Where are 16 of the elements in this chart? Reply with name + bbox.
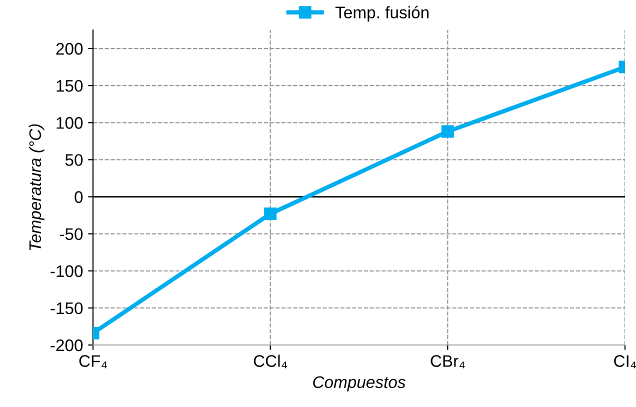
x-axis-title: Compuestos <box>313 376 406 392</box>
y-tick-label: 150 <box>56 80 83 92</box>
y-tick-label: 100 <box>56 117 83 129</box>
y-tick-label: 200 <box>56 42 83 55</box>
y-tick-label: -50 <box>60 228 83 240</box>
y-axis-title: Temperatura (°C) <box>28 124 44 250</box>
y-tick-label: 0 <box>74 191 83 203</box>
x-tick-label: CI₄ <box>614 355 636 368</box>
y-tick-label: 50 <box>65 154 83 166</box>
x-tick-label: CF₄ <box>79 355 107 368</box>
y-tick-label: -150 <box>50 302 83 314</box>
x-tick-label: CBr₄ <box>430 355 465 368</box>
y-tick-label: -200 <box>50 339 83 352</box>
x-tick-label: CCl₄ <box>254 354 287 368</box>
legend-label: Temp. fusión <box>335 6 428 22</box>
y-tick-label: -100 <box>50 265 83 278</box>
